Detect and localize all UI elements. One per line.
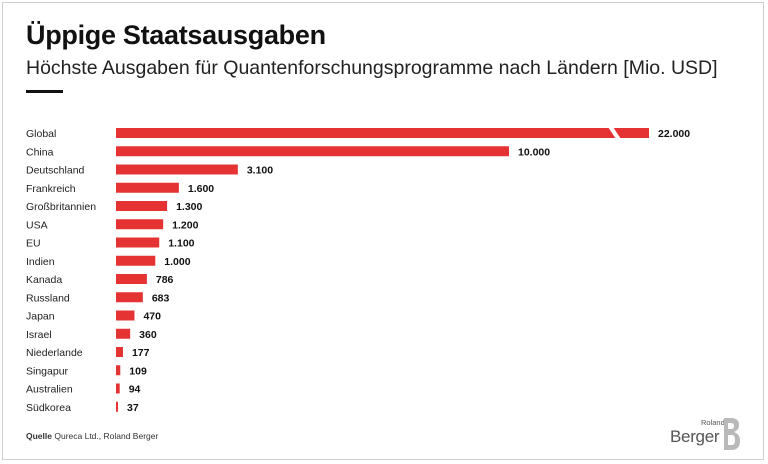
- bar: [116, 328, 131, 339]
- category-label: EU: [26, 238, 41, 250]
- value-label: 109: [129, 365, 147, 377]
- chart-frame: [2, 2, 764, 460]
- category-label: Frankreich: [26, 183, 76, 195]
- logo-berger-text: Berger: [670, 427, 720, 446]
- category-label: Russland: [26, 292, 70, 304]
- chart-subtitle: Höchste Ausgaben für Quantenforschungspr…: [26, 57, 718, 79]
- value-label: 177: [132, 347, 150, 359]
- bar: [116, 274, 147, 284]
- bar: [116, 292, 143, 303]
- category-label: Singapur: [26, 365, 69, 377]
- category-label: USA: [26, 219, 48, 231]
- logo-roland-text: Roland: [701, 418, 725, 427]
- category-label: Großbritannien: [26, 201, 96, 213]
- bar: [116, 383, 120, 394]
- category-label: Niederlande: [26, 347, 83, 359]
- value-label: 37: [127, 402, 139, 414]
- value-label: 470: [143, 311, 161, 323]
- value-label: 1.300: [176, 201, 202, 213]
- bar: [116, 255, 156, 266]
- value-label: 10.000: [518, 146, 550, 158]
- title-underline: [26, 90, 63, 93]
- bar: [116, 401, 118, 412]
- bar: [116, 201, 168, 211]
- chart-title: Üppige Staatsausgaben: [26, 20, 326, 50]
- value-label: 360: [139, 329, 157, 341]
- source-label: Quelle: [26, 431, 52, 441]
- category-label: Kanada: [26, 274, 62, 286]
- bar: [116, 365, 121, 376]
- value-label: 786: [156, 274, 174, 286]
- bar: [116, 219, 164, 230]
- axis-break-mark: [608, 127, 621, 139]
- source-note: Quelle Qureca Ltd., Roland Berger: [26, 431, 158, 441]
- category-label: Global: [26, 128, 56, 140]
- value-label: 94: [129, 384, 141, 396]
- category-label: Japan: [26, 311, 55, 323]
- category-label: Deutschland: [26, 165, 85, 177]
- category-label: Südkorea: [26, 402, 71, 414]
- bar: [116, 237, 160, 248]
- bar: [116, 146, 509, 157]
- bar: [116, 182, 179, 193]
- value-label: 1.000: [164, 256, 190, 268]
- category-label: Indien: [26, 256, 55, 268]
- category-label: Australien: [26, 384, 73, 396]
- roland-berger-logo: Roland Berger: [670, 416, 746, 454]
- bar: [116, 347, 123, 357]
- logo-b-mark-icon: [724, 418, 740, 450]
- source-text: Qureca Ltd., Roland Berger: [54, 431, 159, 441]
- value-label: 1.100: [168, 238, 194, 250]
- bar: [116, 128, 649, 138]
- value-label: 1.200: [172, 219, 198, 231]
- value-label: 1.600: [188, 183, 214, 195]
- bar: [116, 310, 135, 321]
- category-label: China: [26, 146, 54, 158]
- bar: [116, 164, 238, 175]
- value-label: 3.100: [247, 165, 273, 177]
- value-label: 22.000: [658, 128, 690, 140]
- value-label: 683: [152, 292, 170, 304]
- category-label: Israel: [26, 329, 52, 341]
